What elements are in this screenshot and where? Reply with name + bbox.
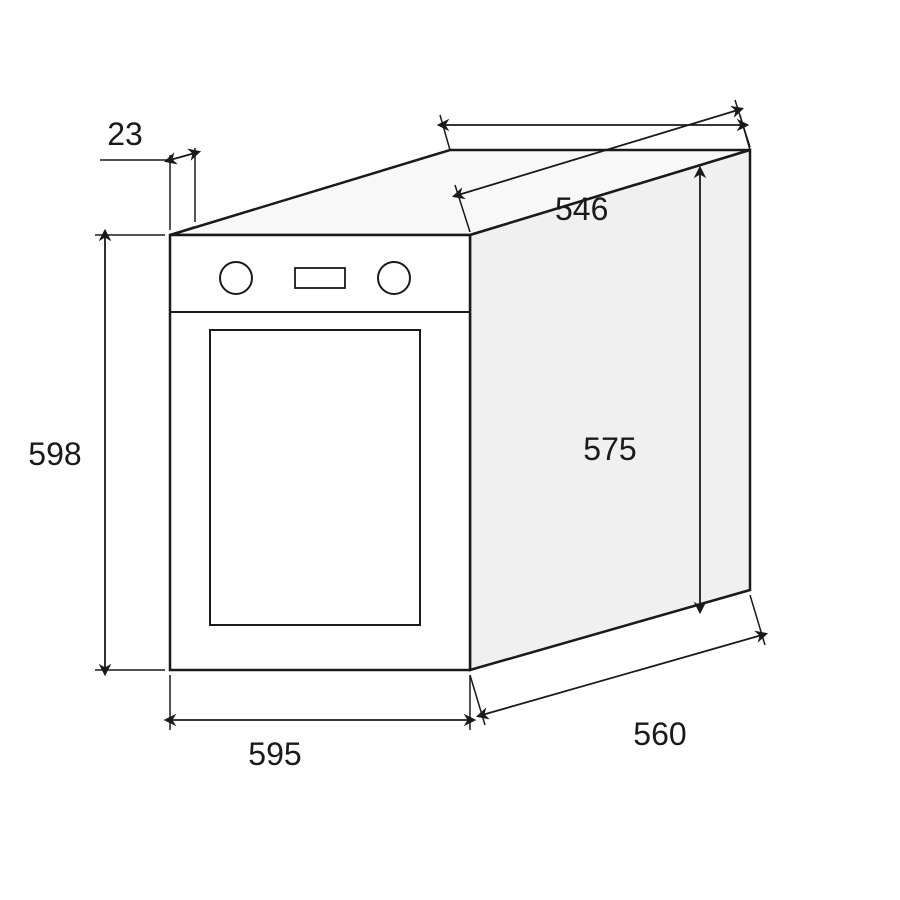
dim-23: 23 bbox=[100, 116, 195, 230]
dim-546-label: 546 bbox=[555, 191, 608, 227]
dim-598-label: 598 bbox=[28, 436, 81, 472]
dim-575-label: 575 bbox=[583, 431, 636, 467]
dim-595: 595 bbox=[170, 675, 470, 772]
oven-dimension-diagram: 23 598 595 546 575 560 bbox=[0, 0, 900, 900]
dim-560-label: 560 bbox=[633, 716, 686, 752]
dim-23-label: 23 bbox=[107, 116, 143, 152]
oven-side-face bbox=[470, 150, 750, 670]
dim-595-label: 595 bbox=[248, 736, 301, 772]
dim-598: 598 bbox=[28, 235, 165, 670]
oven-door-window bbox=[210, 330, 420, 625]
